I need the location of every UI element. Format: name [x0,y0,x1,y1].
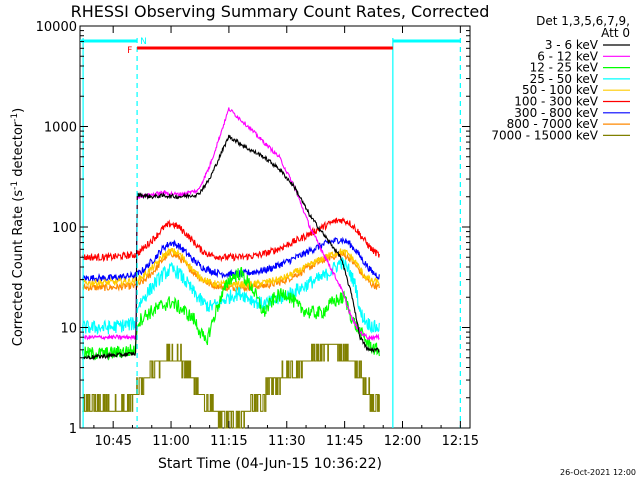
x-tick-label: 12:00 [384,434,421,449]
x-tick-label: 12:15 [442,434,479,449]
y-axis-label: Corrected Count Rate (s-1 detector-1) [10,108,26,346]
x-tick-label: 11:15 [210,434,247,449]
legend-label-2: 12 - 25 keV [530,61,599,75]
axis-ticks: 10:45 11:00 11:15 11:30 11:45 12:00 12:15 10000… [36,20,479,449]
series-line-7000-15000-kev [82,343,380,429]
status-label-f: F [127,46,132,56]
legend-header-line-2: Att 0 [601,26,630,40]
legend-header-line-1: Det 1,3,5,6,7,9, [536,14,630,28]
date-stamp: 26-Oct-2021 12:00 [560,468,636,477]
x-tick-label: 11:45 [326,434,363,449]
chart-title: RHESSI Observing Summary Count Rates, Co… [71,2,490,21]
x-tick-label: 11:00 [152,434,189,449]
y-tick-label: 1000 [44,121,77,136]
y-tick-label: 100 [52,221,77,236]
legend-label-8: 7000 - 15000 keV [491,128,598,142]
legend-label-4: 50 - 100 keV [522,83,599,97]
series-line-12-25-kev [81,266,380,361]
y-tick-label: 1 [69,422,77,437]
series-line-25-50-kev [81,257,380,336]
series-line-800-7000-kev [82,250,380,293]
legend-label-5: 100 - 300 keV [514,95,598,109]
plot-frame [79,25,471,429]
x-axis-label: Start Time (04-Jun-15 10:36:22) [158,456,382,472]
legend-label-0: 3 - 6 keV [545,38,599,52]
y-tick-label: 10000 [36,20,77,35]
legend-label-3: 25 - 50 keV [530,72,599,86]
status-label-n: N [140,37,147,47]
series-line-3-6-kev [82,134,380,361]
series-line-100-300-kev [81,217,380,263]
legend-label-1: 6 - 12 keV [537,49,599,63]
plot-area: NF [79,25,471,429]
x-tick-label: 11:30 [268,434,305,449]
x-tick-label: 10:45 [94,434,131,449]
legend-label-7: 800 - 7000 keV [507,117,599,131]
series-line-6-12-kev [82,107,380,342]
y-tick-label: 10 [60,322,77,337]
legend-label-6: 300 - 800 keV [514,106,598,120]
